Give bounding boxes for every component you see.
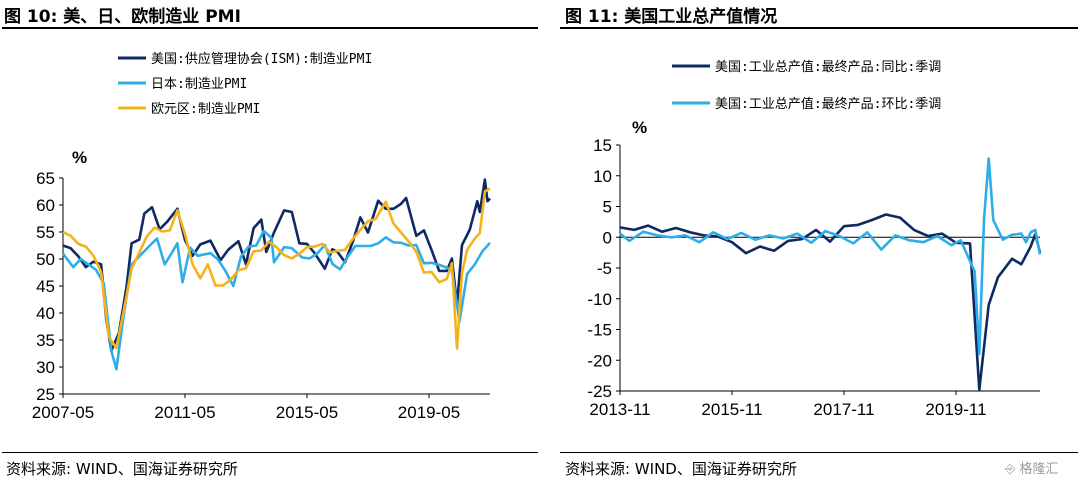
y-tick-label: 65 bbox=[36, 169, 55, 188]
legend-label: 美国:供应管理协会(ISM):制造业PMI bbox=[151, 51, 372, 67]
x-tick-label: 2019-11 bbox=[925, 400, 986, 419]
x-tick-label: 2019-05 bbox=[398, 403, 460, 422]
series-line-1 bbox=[619, 157, 1042, 356]
y-tick-label: 60 bbox=[36, 196, 55, 215]
series-line-0 bbox=[619, 213, 1042, 392]
y-tick-label: 40 bbox=[36, 304, 55, 323]
legend-label: 美国:工业总产值:最终产品:同比:季调 bbox=[715, 59, 941, 75]
watermark-text: 格隆汇 bbox=[1019, 462, 1059, 477]
pmi-y-unit: % bbox=[72, 148, 87, 167]
series-line-0 bbox=[62, 178, 491, 353]
x-tick-label: 2013-11 bbox=[589, 400, 650, 419]
y-tick-label: 10 bbox=[593, 167, 612, 186]
y-tick-label: 25 bbox=[36, 385, 55, 404]
x-tick-label: 2011-05 bbox=[154, 403, 215, 422]
figure-10-title: 图 10: 美、日、欧制造业 PMI bbox=[4, 7, 241, 27]
x-tick-label: 2017-11 bbox=[813, 400, 874, 419]
x-tick-label: 2015-11 bbox=[701, 400, 762, 419]
y-tick-label: 5 bbox=[603, 198, 612, 217]
y-tick-label: 15 bbox=[593, 136, 612, 155]
left-source-note: 资料来源: WIND、国海证券研究所 bbox=[6, 460, 238, 478]
y-tick-label: 55 bbox=[36, 223, 55, 242]
series-line-1 bbox=[61, 229, 491, 371]
y-tick-label: 50 bbox=[36, 250, 55, 269]
left-bottom-rule bbox=[2, 452, 538, 453]
y-tick-label: 45 bbox=[36, 277, 55, 296]
legend-label: 欧元区:制造业PMI bbox=[151, 102, 260, 117]
series-line-2 bbox=[62, 187, 491, 350]
pmi-chart: 25 30 35 40 45 50 55 60 65 2007-05 2011-05 2015-05… bbox=[32, 51, 491, 422]
y-tick-label: -20 bbox=[587, 351, 612, 370]
legend-label: 美国:工业总产值:最终产品:环比:季调 bbox=[715, 96, 941, 112]
y-tick-label: 30 bbox=[36, 358, 55, 377]
y-tick-label: -10 bbox=[587, 290, 612, 309]
industrial-output-chart: -25 -20 -15 -10 -5 0 5 10 15 2013-11 2015-11 2017-… bbox=[587, 59, 1042, 419]
figure-11-title: 图 11: 美国工业总产值情况 bbox=[565, 7, 778, 27]
right-top-rule bbox=[560, 27, 1078, 29]
x-tick-label: 2015-05 bbox=[276, 403, 338, 422]
watermark-logo: ⎆ 格隆汇 bbox=[1005, 462, 1059, 477]
x-tick-label: 2007-05 bbox=[32, 403, 94, 422]
legend-label: 日本:制造业PMI bbox=[151, 77, 247, 92]
output-y-unit: % bbox=[632, 118, 647, 137]
right-bottom-rule bbox=[560, 452, 1078, 453]
y-tick-label: 35 bbox=[36, 331, 55, 350]
y-tick-label: -5 bbox=[597, 259, 612, 278]
right-source-note: 资料来源: WIND、国海证券研究所 bbox=[565, 460, 797, 478]
y-tick-label: 0 bbox=[603, 228, 612, 247]
left-top-rule bbox=[2, 27, 538, 29]
y-tick-label: -25 bbox=[587, 382, 612, 401]
y-tick-label: -15 bbox=[587, 321, 612, 340]
